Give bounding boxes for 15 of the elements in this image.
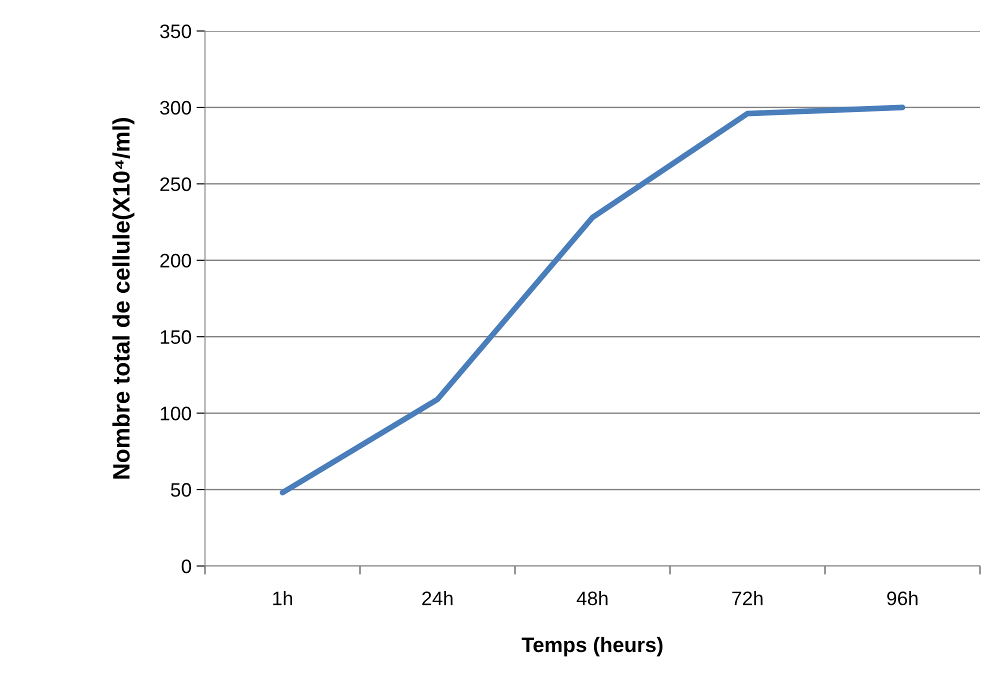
y-tick-label: 250 xyxy=(160,177,192,192)
y-tick-label: 300 xyxy=(160,100,192,115)
x-tick-label: 24h xyxy=(422,591,452,606)
y-tick-label: 200 xyxy=(160,254,192,268)
y-axis-title: Nombre total de cellule(X10⁴/ml) xyxy=(112,118,134,479)
y-tick-label: 100 xyxy=(160,406,192,420)
y-tick-label: 350 xyxy=(160,24,192,38)
x-tick-label: 72h xyxy=(732,591,762,606)
y-tick-label: 150 xyxy=(160,330,192,344)
x-tick-label: 96h xyxy=(887,591,918,606)
x-axis-title: Temps (heurs) xyxy=(522,636,662,656)
x-tick-label: 1h xyxy=(273,591,292,606)
y-tick-label: 0 xyxy=(182,559,192,574)
y-tick-label: 50 xyxy=(170,483,192,497)
x-tick-label: 48h xyxy=(576,591,608,606)
